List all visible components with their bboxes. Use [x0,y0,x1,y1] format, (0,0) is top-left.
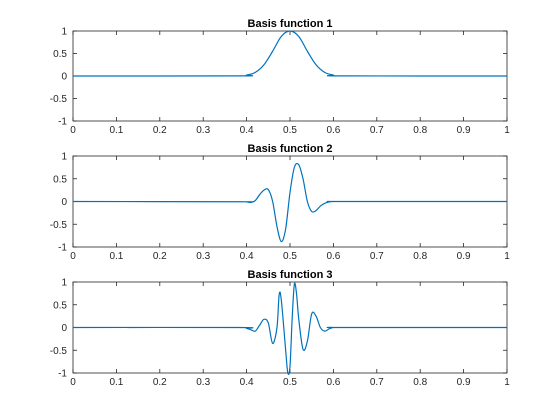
x-tick-label: 0.8 [413,377,427,388]
x-tick-label: 0.1 [109,251,123,262]
x-tick-label: 0.7 [370,377,384,388]
x-tick-label: 0.3 [196,377,210,388]
x-tick-label: 0.6 [326,251,340,262]
x-tick-label: 0.8 [413,125,427,136]
x-tick-label: 0.4 [240,125,254,136]
y-tick-label: 0 [61,197,67,208]
y-tick-label: 1 [61,278,67,289]
subplot-basis-function-2: 0 0.1 0.2 0.3 0.4 0.5 0.6 0.7 0.8 0.9 1 1 0.5 0 -0.5 -1… [50,143,510,262]
x-tick-label: 0.9 [457,377,471,388]
x-tick-label: 0.2 [153,377,167,388]
subplot-basis-function-1: 0 0.1 0.2 0.3 0.4 0.5 0.6 0.7 0.8 0.9 1 1 0.5 0 -0.5 -1… [50,18,510,136]
x-tick-label: 0 [70,251,76,262]
chart-title: Basis function 3 [248,269,333,281]
y-tick-label: 1 [61,27,67,38]
chart-title: Basis function 2 [248,143,333,155]
y-tick-label: -0.5 [50,220,68,231]
x-tick-label: 1 [504,377,510,388]
y-tick-label: -1 [58,243,67,254]
y-tick-label: -1 [58,117,67,128]
y-tick-label: 0.5 [53,174,67,185]
x-tick-label: 0.7 [370,251,384,262]
series-line [72,282,507,376]
series-line [72,30,508,77]
x-tick-label: 0 [70,125,76,136]
x-tick-label: 0.4 [240,377,254,388]
series-line [72,162,507,243]
y-tick-label: 0 [61,323,67,334]
x-tick-label: 0.6 [326,125,340,136]
y-tick-label: -0.5 [50,94,68,105]
y-tick-label: 0.5 [53,49,67,60]
x-tick-label: 1 [504,125,510,136]
x-tick-label: 0.2 [153,251,167,262]
chart-title: Basis function 1 [248,18,333,30]
x-tick-label: 0.7 [370,125,384,136]
subplot-basis-function-3: 0 0.1 0.2 0.3 0.4 0.5 0.6 0.7 0.8 0.9 1 1 0.5 0 -0.5 -1… [50,269,510,388]
x-tick-label: 1 [504,251,510,262]
y-tick-label: -1 [58,369,67,380]
x-tick-label: 0.5 [283,377,297,388]
y-tick-label: 1 [61,152,67,163]
x-tick-label: 0.4 [240,251,254,262]
x-tick-label: 0.1 [109,377,123,388]
x-tick-label: 0.5 [283,125,297,136]
x-tick-label: 0.8 [413,251,427,262]
y-tick-label: 0.5 [53,300,67,311]
x-tick-label: 0 [70,377,76,388]
x-tick-label: 0.3 [196,125,210,136]
y-tick-label: 0 [61,72,67,83]
x-tick-label: 0.5 [283,251,297,262]
y-tick-label: -0.5 [50,346,68,357]
x-tick-label: 0.9 [457,125,471,136]
x-tick-label: 0.3 [196,251,210,262]
x-tick-label: 0.1 [109,125,123,136]
x-tick-label: 0.6 [326,377,340,388]
x-tick-label: 0.2 [153,125,167,136]
x-tick-label: 0.9 [457,251,471,262]
